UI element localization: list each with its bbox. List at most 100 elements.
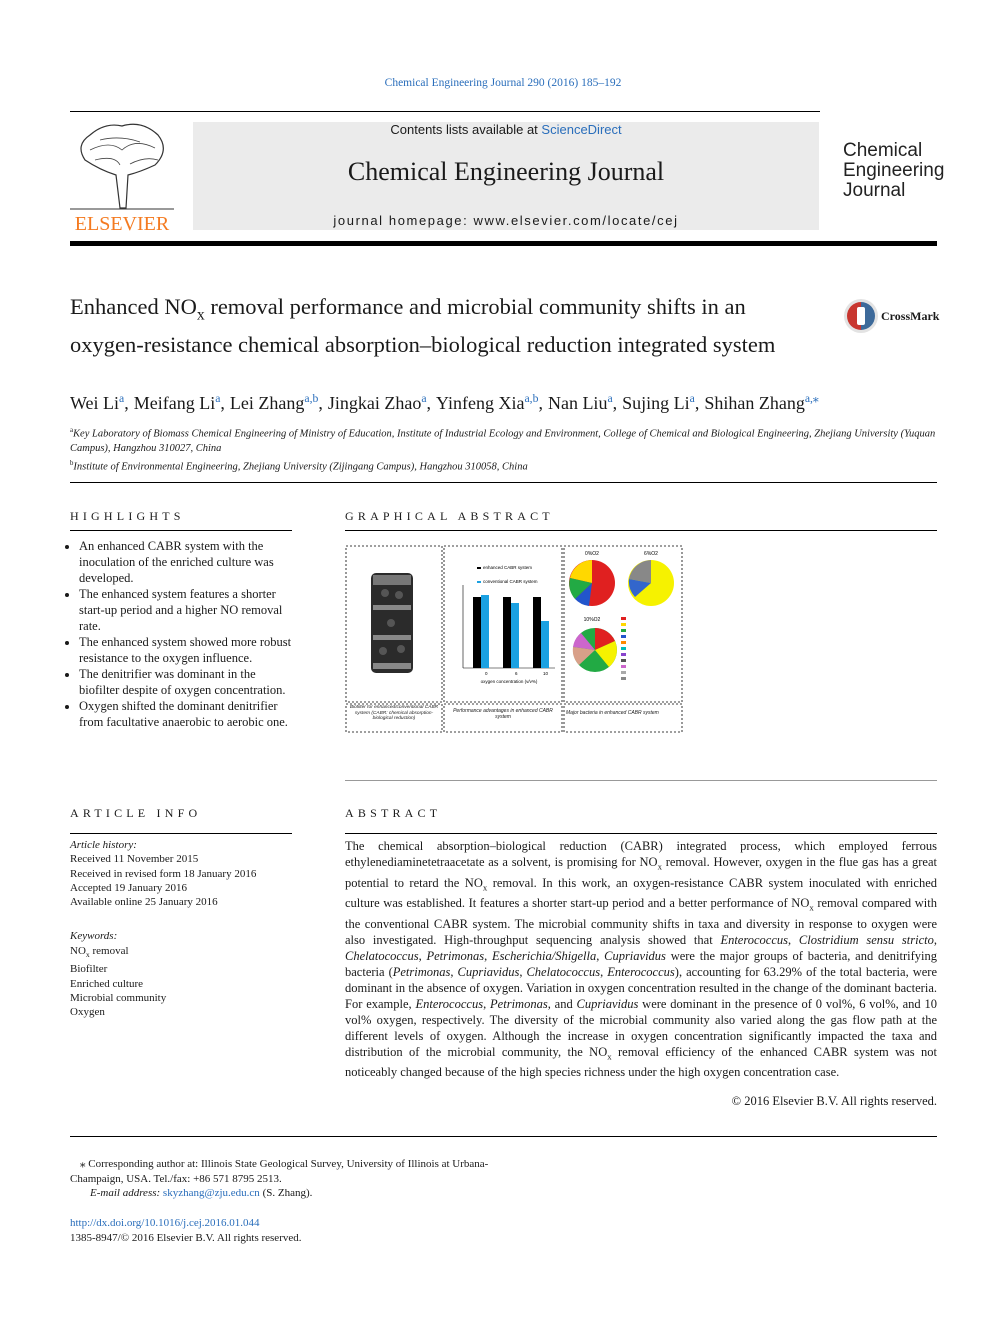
ga-legend: enhanced CABR system xyxy=(483,565,532,570)
text-text: , xyxy=(450,964,458,979)
graphic xyxy=(621,617,626,620)
author-aff: a,b xyxy=(524,392,539,405)
ga-x-label: oxygen concentration (v/v%) xyxy=(481,679,538,684)
issn: 1385-8947/© 2016 Elsevier B.V. All right… xyxy=(70,1232,302,1244)
ga-frames xyxy=(345,545,683,733)
text-text: , and xyxy=(547,996,577,1011)
graphic xyxy=(595,641,617,667)
ga-pie-label: 6%O2 xyxy=(644,551,658,557)
author-name: Lei Zhang xyxy=(229,393,305,413)
text-text: The chemical absorption–biological reduc… xyxy=(345,839,937,869)
graphic xyxy=(443,545,563,703)
email-name: (S. Zhang). xyxy=(262,1187,313,1199)
author-sep: , xyxy=(124,393,129,413)
corr-text: Corresponding author at: Illinois State … xyxy=(70,1158,489,1185)
aff-mark: a xyxy=(70,427,74,434)
ga-caption: Major bacteria in enhanced CABR system xyxy=(566,710,659,716)
crossmark-icon[interactable] xyxy=(843,298,879,334)
affiliations: aKey Laboratory of Biomass Chemical Engi… xyxy=(70,424,940,475)
graphic: http://dx.doi.org/10.1016/j.cej.2016.01.… xyxy=(70,1216,302,1231)
graphic xyxy=(503,597,511,668)
aff-text: Key Laboratory of Biomass Chemical Engin… xyxy=(70,428,936,455)
author-name: Jingkai Zhao xyxy=(327,393,422,413)
crossmark[interactable]: CrossMark xyxy=(881,309,940,323)
graphic xyxy=(621,653,626,656)
author-sep: , xyxy=(538,393,543,413)
copyright: © 2016 Elsevier B.V. All rights reserved… xyxy=(731,1094,937,1108)
text-text: , xyxy=(596,948,605,963)
text-italic: Cupriavidus xyxy=(457,964,520,979)
graphic xyxy=(511,603,519,668)
crossmark-bar xyxy=(857,307,865,325)
ga-pie-label: 10%O2 xyxy=(584,617,601,623)
text-sub: x xyxy=(809,902,814,913)
text-text: Enhanced NO xyxy=(70,294,197,319)
keyword: NOx removal xyxy=(70,944,292,962)
author-sep: , xyxy=(426,393,432,413)
history-item: Accepted 19 January 2016 xyxy=(70,881,187,894)
graphic xyxy=(395,591,403,599)
journal-logo: Chemical Engineering Journal xyxy=(843,141,944,201)
ga-caption-box: Major bacteria in enhanced CABR system xyxy=(566,710,659,716)
tree-branches xyxy=(89,137,159,166)
text-text: were the major groups of bacteria, and d… xyxy=(345,948,938,979)
graphic xyxy=(572,647,595,665)
publisher: ELSEVIER xyxy=(75,213,170,234)
ga-tick: 6 xyxy=(515,671,518,676)
bar-sketch xyxy=(462,567,555,669)
graphic xyxy=(563,545,683,703)
graphic xyxy=(575,583,592,606)
author-sep: , xyxy=(220,393,225,413)
ga-tick: 0 xyxy=(485,671,488,676)
ga-tick: 10 xyxy=(543,671,549,676)
text-italic: Chelatococcus xyxy=(345,948,419,963)
text-italic: Cupriavidus xyxy=(576,996,639,1011)
homepage[interactable]: journal homepage: www.elsevier.com/locat… xyxy=(333,213,679,228)
keyword: Microbial community xyxy=(70,991,167,1004)
author-aff: a xyxy=(689,392,695,405)
text-italic: Enterococcus xyxy=(415,996,484,1011)
graphic xyxy=(533,597,541,668)
journal-ref[interactable]: Chemical Engineering Journal 290 (2016) … xyxy=(384,77,622,89)
reactor xyxy=(371,573,413,673)
graphic xyxy=(373,575,411,585)
sciencedirect[interactable]: ScienceDirect xyxy=(541,122,622,137)
rule xyxy=(70,111,820,112)
graphic xyxy=(381,589,389,597)
journal-box: Contents lists available at ScienceDirec… xyxy=(193,122,819,230)
rule xyxy=(70,1136,937,1137)
text-text: , xyxy=(483,996,491,1011)
text-italic: Chelatococcus xyxy=(526,964,601,979)
affiliation: aKey Laboratory of Biomass Chemical Engi… xyxy=(70,424,940,457)
author-name: Meifang Li xyxy=(133,393,216,413)
doi-block: http://dx.doi.org/10.1016/j.cej.2016.01.… xyxy=(70,1216,302,1246)
graphic xyxy=(373,605,411,610)
graphic xyxy=(628,579,651,597)
graphic xyxy=(477,567,481,569)
graphic xyxy=(477,581,481,583)
email[interactable]: skyzhang@zju.edu.cn xyxy=(162,1187,260,1199)
doi[interactable]: http://dx.doi.org/10.1016/j.cej.2016.01.… xyxy=(70,1217,260,1229)
author-name: Sujing Li xyxy=(622,393,690,413)
contents-line: Contents lists available at ScienceDirec… xyxy=(193,122,819,137)
ga-legend: conventional CABR system xyxy=(483,579,538,584)
text-italic: Enterococcus xyxy=(720,932,789,947)
author-sep: , xyxy=(694,393,700,413)
rule xyxy=(70,833,292,834)
rule xyxy=(345,530,937,531)
text-sub: x xyxy=(196,306,205,324)
text-sub: x xyxy=(607,1051,612,1061)
ga-caption: Performance advantages in enhanced CABR … xyxy=(453,708,553,720)
aff-text: Institute of Environmental Engineering, … xyxy=(73,461,528,472)
highlight: The enhanced system features a shorter s… xyxy=(79,586,294,634)
graphic xyxy=(595,628,615,650)
history-item: Received 11 November 2015 xyxy=(70,853,199,866)
graphic xyxy=(621,677,626,680)
email-line: E-mail address: skyzhang@zju.edu.cn (S. … xyxy=(70,1186,510,1201)
tree xyxy=(80,123,164,209)
text-italic: Petrimonas xyxy=(426,948,485,963)
rule xyxy=(345,833,937,834)
abstract-text: The chemical absorption–biological reduc… xyxy=(345,838,937,1080)
text-text: ), accounting for 63.29% of the total ba… xyxy=(345,964,937,1011)
author-aff: a xyxy=(215,392,221,405)
